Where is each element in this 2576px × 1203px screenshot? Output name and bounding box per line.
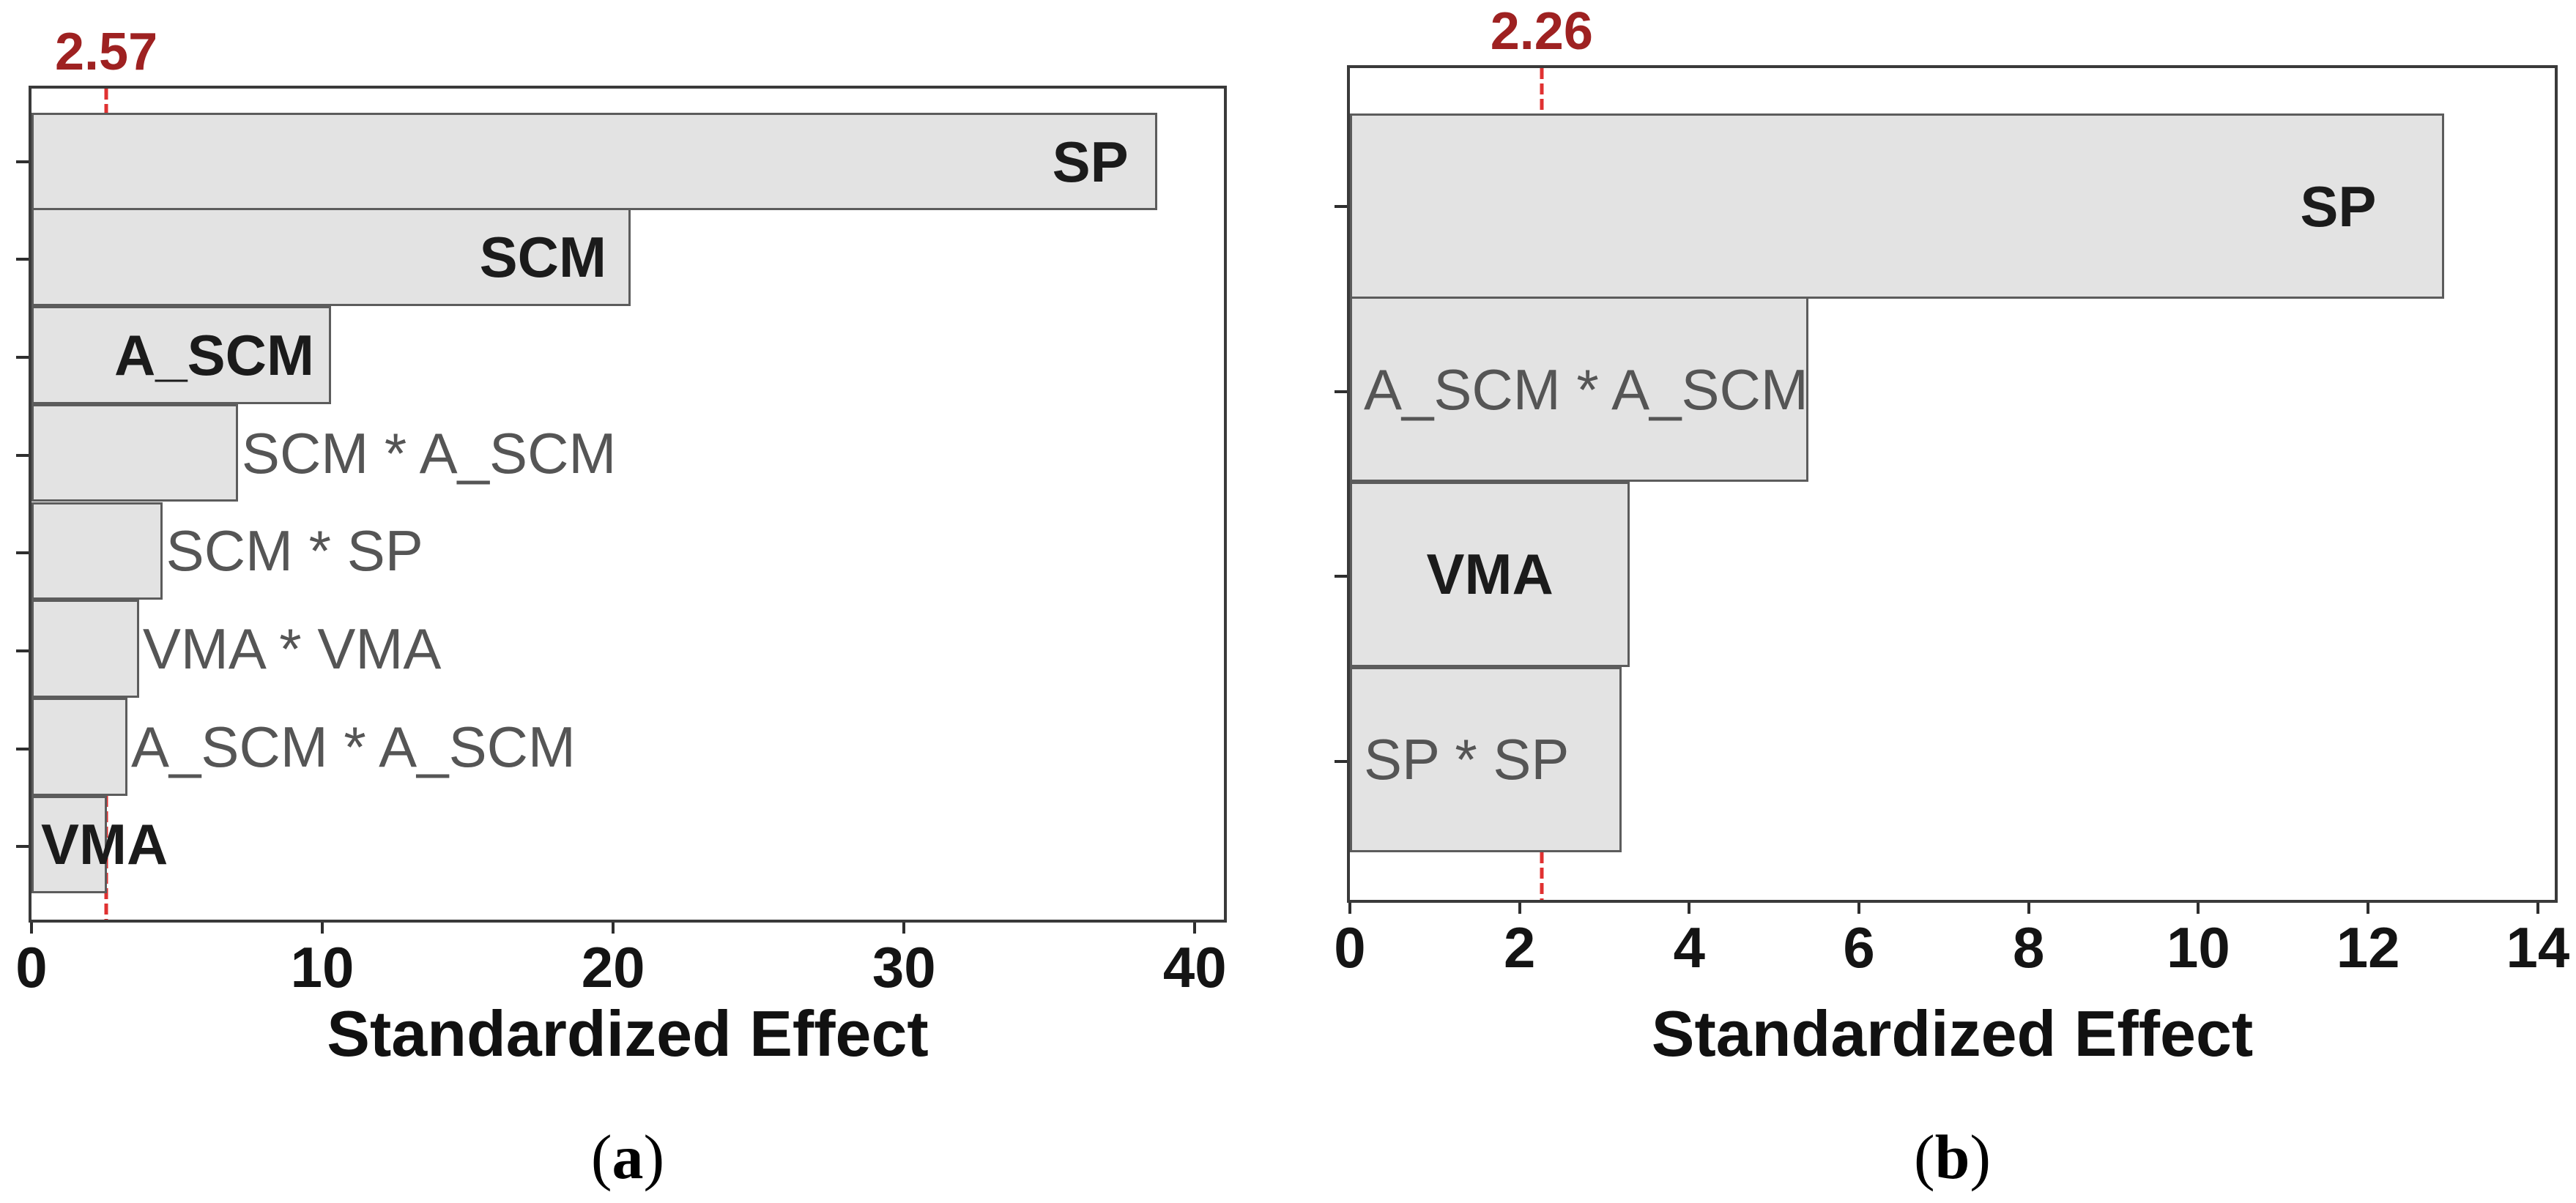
bar-label: VMA	[1426, 542, 1554, 607]
bar-label: SP * SP	[1364, 727, 1570, 792]
bar-a-scm: A_SCM	[31, 306, 331, 404]
bar-a-scm-a-scm: A_SCM * A_SCM	[31, 697, 576, 796]
x-tick-mark	[1518, 903, 1521, 914]
bar-label: VMA * VMA	[142, 617, 442, 681]
x-tick-mark	[30, 923, 33, 934]
x-tick-mark	[1857, 903, 1861, 914]
bar-label: A_SCM * A_SCM	[131, 714, 576, 779]
x-tick-mark	[2367, 903, 2370, 914]
y-tick-mark	[16, 649, 29, 652]
pareto-chart-b: SP A_SCM * A_SCM VMA SP * SP 2.26 0 2 4 6 8 10 12…	[1288, 0, 2576, 1203]
x-tick-label: 8	[2013, 915, 2045, 980]
caption-letter: b	[1934, 1122, 1970, 1192]
y-tick-mark	[1335, 204, 1347, 208]
bar-vma-vma: VMA * VMA	[31, 600, 441, 698]
reference-line-label-b: 2.26	[1490, 2, 1593, 61]
x-tick-mark	[1193, 923, 1197, 934]
bar-sp: SP	[31, 112, 1157, 211]
bar-label: SCM	[479, 225, 606, 290]
reference-line-label-a: 2.57	[54, 23, 158, 81]
x-tick-label: 30	[872, 935, 936, 999]
x-tick-mark	[1348, 903, 1351, 914]
x-tick-mark	[2197, 903, 2200, 914]
caption-paren-open: (	[1913, 1122, 1935, 1192]
x-axis-title-b: Standardized Effect	[1651, 997, 2254, 1070]
x-tick-label: 2	[1503, 915, 1536, 980]
y-tick-mark	[16, 551, 29, 555]
bar-label: A_SCM * A_SCM	[1364, 357, 1808, 422]
bar-label: SP	[2300, 174, 2377, 239]
bar-label: VMA	[41, 812, 168, 877]
x-tick-mark	[2536, 903, 2539, 914]
x-tick-label: 10	[2167, 915, 2230, 980]
x-tick-label: 40	[1162, 935, 1227, 999]
bar-label: SCM * A_SCM	[241, 420, 617, 485]
bar-scm-a-scm: SCM * A_SCM	[31, 403, 616, 502]
bar-scm-sp: SCM * SP	[31, 502, 423, 600]
caption-paren-close: )	[643, 1122, 665, 1192]
y-tick-mark	[1335, 390, 1347, 393]
bar-label: SP	[1052, 129, 1129, 194]
x-tick-label: 0	[1334, 915, 1366, 980]
x-axis-title-a: Standardized Effect	[327, 997, 929, 1070]
plot-area-b: SP A_SCM * A_SCM VMA SP * SP 2.26 0 2 4 6 8 10 12…	[1334, 5, 2569, 976]
x-tick-label: 12	[2336, 915, 2400, 980]
y-tick-mark	[1335, 575, 1347, 578]
caption-paren-close: )	[1970, 1122, 1992, 1192]
x-tick-label: 6	[1843, 915, 1875, 980]
bar-sp-sp: SP * SP	[1350, 666, 1622, 852]
x-tick-label: 4	[1673, 915, 1706, 980]
y-tick-mark	[16, 747, 29, 751]
x-tick-label: 0	[15, 935, 48, 999]
x-tick-label: 20	[581, 935, 645, 999]
bar-sp: SP	[1350, 113, 2445, 299]
caption-paren-open: (	[590, 1122, 612, 1192]
y-tick-mark	[16, 845, 29, 849]
bar-vma: VMA	[1350, 482, 1630, 667]
panel-caption-a: (a)	[29, 1125, 1227, 1188]
y-tick-mark	[16, 355, 29, 359]
y-tick-mark	[16, 453, 29, 457]
bar-a-scm-a-scm: A_SCM * A_SCM	[1350, 297, 1808, 482]
bar-label: A_SCM	[114, 322, 314, 387]
x-tick-mark	[612, 923, 615, 934]
x-tick-mark	[1688, 903, 1691, 914]
bars-container-a: SP SCM A_SCM SCM * A_SCM SCM * SP VMA * VMA A_…	[31, 89, 1224, 920]
pareto-chart-a: SP SCM A_SCM SCM * A_SCM SCM * SP VMA * VMA A_…	[15, 26, 1227, 1188]
y-tick-mark	[16, 160, 29, 163]
bar-vma: VMA	[31, 795, 168, 894]
x-tick-label: 10	[290, 935, 355, 999]
x-tick-mark	[2027, 903, 2030, 914]
x-tick-mark	[321, 923, 324, 934]
y-tick-mark	[1335, 760, 1347, 764]
panel-caption-b: (b)	[1347, 1125, 2558, 1188]
bar-label: SCM * SP	[166, 518, 423, 584]
bars-container-b: SP A_SCM * A_SCM VMA SP * SP	[1350, 68, 2555, 900]
x-tick-mark	[902, 923, 906, 934]
y-tick-mark	[16, 258, 29, 261]
bar-scm: SCM	[31, 208, 631, 307]
plot-area-a: SP SCM A_SCM SCM * A_SCM SCM * SP VMA * VMA A_…	[15, 26, 1227, 996]
caption-letter: a	[612, 1122, 644, 1192]
x-tick-label: 14	[2506, 915, 2570, 980]
